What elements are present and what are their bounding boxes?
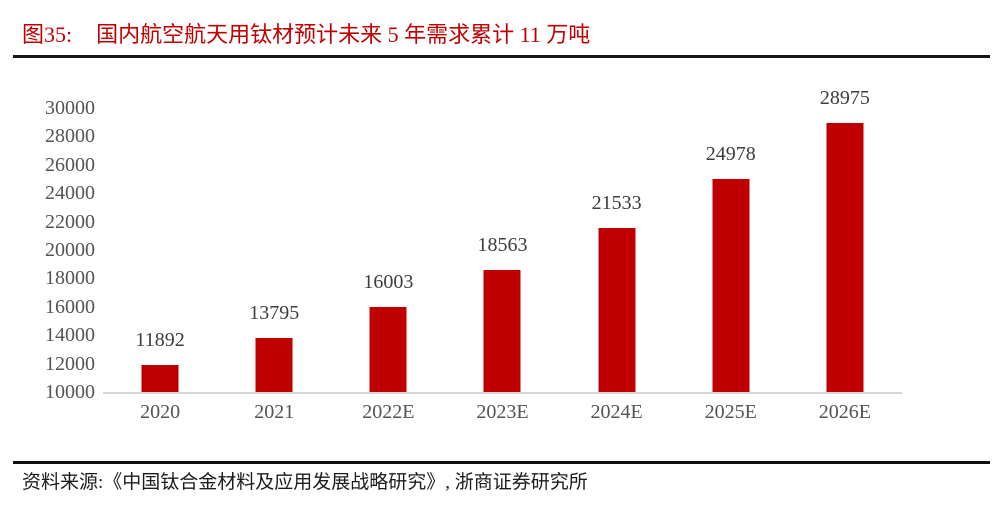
figure-number-label: 图35:: [22, 22, 73, 47]
y-tick-label: 12000: [45, 352, 95, 375]
bar-value-label: 18563: [477, 234, 528, 256]
y-tick-label: 24000: [45, 182, 95, 205]
bar-value-label: 13795: [249, 302, 300, 324]
bar: [826, 123, 864, 392]
bar-slot: 28975: [788, 87, 902, 392]
x-axis: 2020 2021 2022E 2023E 2024E 2025E 2026E: [103, 400, 902, 424]
bar-slot: 13795: [217, 108, 331, 392]
source-text: 资料来源:《中国钛合金材料及应用发展战略研究》, 浙商证券研究所: [22, 472, 588, 493]
bar: [712, 179, 750, 392]
y-tick-label: 28000: [45, 125, 95, 148]
bar-slot: 24978: [674, 108, 788, 392]
bar-value-label: 16003: [363, 271, 414, 293]
bar-value-label: 28975: [819, 87, 870, 109]
x-tick-label: 2024E: [590, 401, 643, 423]
x-tick-label: 2023E: [476, 401, 529, 423]
y-tick-label: 30000: [45, 97, 95, 119]
x-tick-label: 2025E: [704, 401, 757, 423]
y-tick-label: 10000: [45, 381, 95, 403]
bar: [141, 365, 179, 392]
bar-slot: 11892: [103, 108, 217, 392]
bar-value-label: 24978: [705, 143, 756, 165]
x-tick-label: 2021: [254, 401, 295, 423]
title-divider-rule: [13, 55, 990, 58]
bar: [255, 338, 293, 392]
y-tick-label: 18000: [45, 267, 95, 290]
bar: [598, 228, 636, 392]
bar-slot: 16003: [331, 108, 445, 392]
y-tick-label: 22000: [45, 210, 95, 233]
plot-area: 11892 13795 16003 18563 21533 24978 28975: [103, 87, 902, 394]
source-divider-rule: [13, 461, 990, 464]
y-tick-label: 26000: [45, 153, 95, 176]
y-tick-label: 20000: [45, 239, 95, 261]
bar: [483, 270, 521, 392]
bar-slot: 21533: [560, 108, 674, 392]
bar: [369, 307, 407, 392]
bar-value-label: 11892: [135, 329, 185, 351]
bar-slot: 18563: [445, 108, 559, 392]
y-tick-label: 16000: [45, 295, 95, 318]
figure-title: 国内航空航天用钛材预计未来 5 年需求累计 11 万吨: [96, 22, 591, 47]
figure-title-row: 图35: 国内航空航天用钛材预计未来 5 年需求累计 11 万吨: [22, 20, 590, 50]
x-tick-label: 2022E: [362, 401, 415, 423]
x-tick-label: 2020: [140, 401, 181, 423]
bar-value-label: 21533: [591, 192, 642, 214]
y-tick-label: 14000: [45, 324, 95, 347]
x-tick-label: 2026E: [818, 401, 872, 423]
